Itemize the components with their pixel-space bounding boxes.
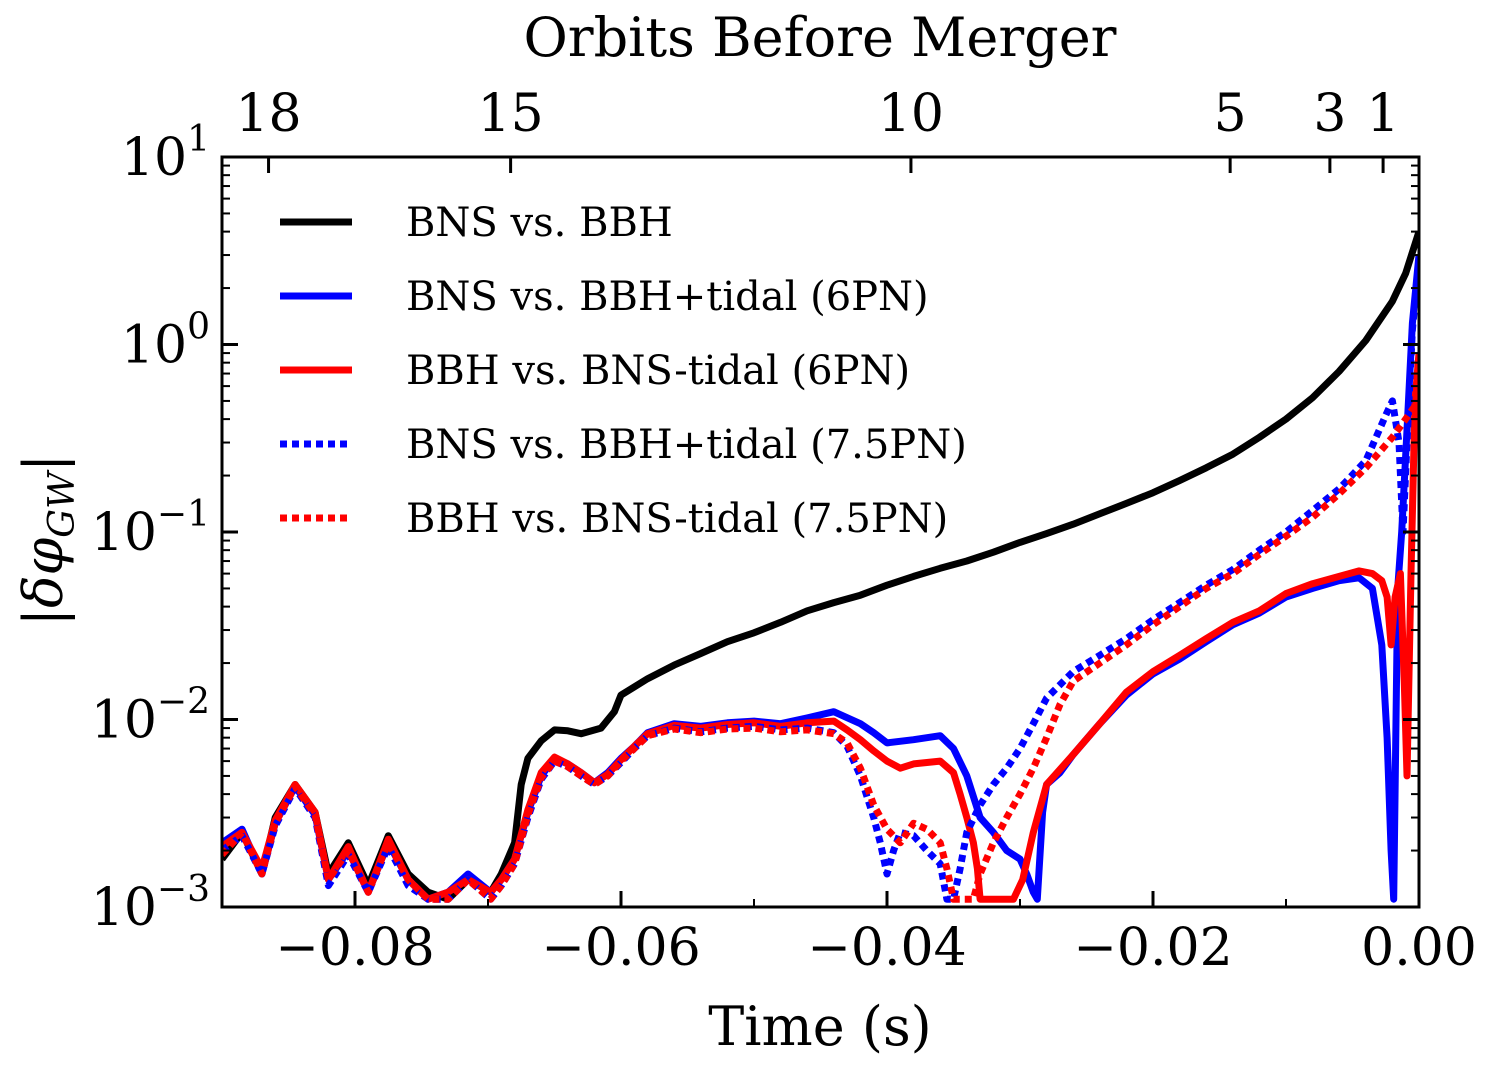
top-tick-label: 10 xyxy=(878,84,944,144)
series-layer xyxy=(222,230,1419,903)
top-axis-title: Orbits Before Merger xyxy=(524,6,1117,69)
top-tick-label: 3 xyxy=(1313,84,1346,144)
y-tick-label: 10−3 xyxy=(91,869,210,938)
y-tick-label: 100 xyxy=(121,307,210,376)
series-line-5 xyxy=(222,398,1419,903)
legend-label: BBH vs. BNS-tidal (6PN) xyxy=(406,348,910,394)
x-tick-label: −0.06 xyxy=(541,918,700,978)
y-tick-label: 10−2 xyxy=(91,682,210,751)
y-tick-base: 10 xyxy=(91,691,157,751)
y-tick-exponent: −2 xyxy=(157,682,210,723)
x-tick-label: −0.02 xyxy=(1073,918,1232,978)
legend: BNS vs. BBH BNS vs. BBH+tidal (6PN) BBH vs… xyxy=(280,200,967,542)
legend-label: BBH vs. BNS-tidal (7.5PN) xyxy=(406,496,948,542)
y-tick-base: 10 xyxy=(91,878,157,938)
plot-frame xyxy=(220,155,1421,909)
y-axis-title-subscript: GW xyxy=(42,469,83,538)
y-tick-exponent: −1 xyxy=(157,494,210,535)
y-tick-label: 10−1 xyxy=(91,494,210,563)
top-tick-label: 1 xyxy=(1367,84,1400,144)
y-axis-title: |δφGW| xyxy=(12,454,83,626)
y-tick-exponent: 0 xyxy=(187,307,210,348)
y-tick-exponent: −3 xyxy=(157,869,210,910)
y-tick-label: 101 xyxy=(121,119,210,188)
top-tick-label: 15 xyxy=(478,84,544,144)
y-tick-exponent: 1 xyxy=(187,119,210,160)
legend-label: BNS vs. BBH xyxy=(406,200,673,246)
legend-label: BNS vs. BBH+tidal (7.5PN) xyxy=(406,422,967,468)
y-axis-title-prefix: |δφ xyxy=(12,538,75,627)
x-axis-title: Time (s) xyxy=(708,995,931,1058)
y-tick-base: 10 xyxy=(91,503,157,563)
y-tick-base: 10 xyxy=(121,128,187,188)
top-tick-label: 5 xyxy=(1214,84,1247,144)
legend-label: BNS vs. BBH+tidal (6PN) xyxy=(406,274,929,320)
y-tick-base: 10 xyxy=(121,316,187,376)
y-axis-title-suffix: | xyxy=(12,454,75,472)
x-tick-label: 0.00 xyxy=(1361,918,1477,978)
x-tick-label: −0.08 xyxy=(275,918,434,978)
top-tick-label: 18 xyxy=(235,84,301,144)
x-tick-label: −0.04 xyxy=(807,918,966,978)
